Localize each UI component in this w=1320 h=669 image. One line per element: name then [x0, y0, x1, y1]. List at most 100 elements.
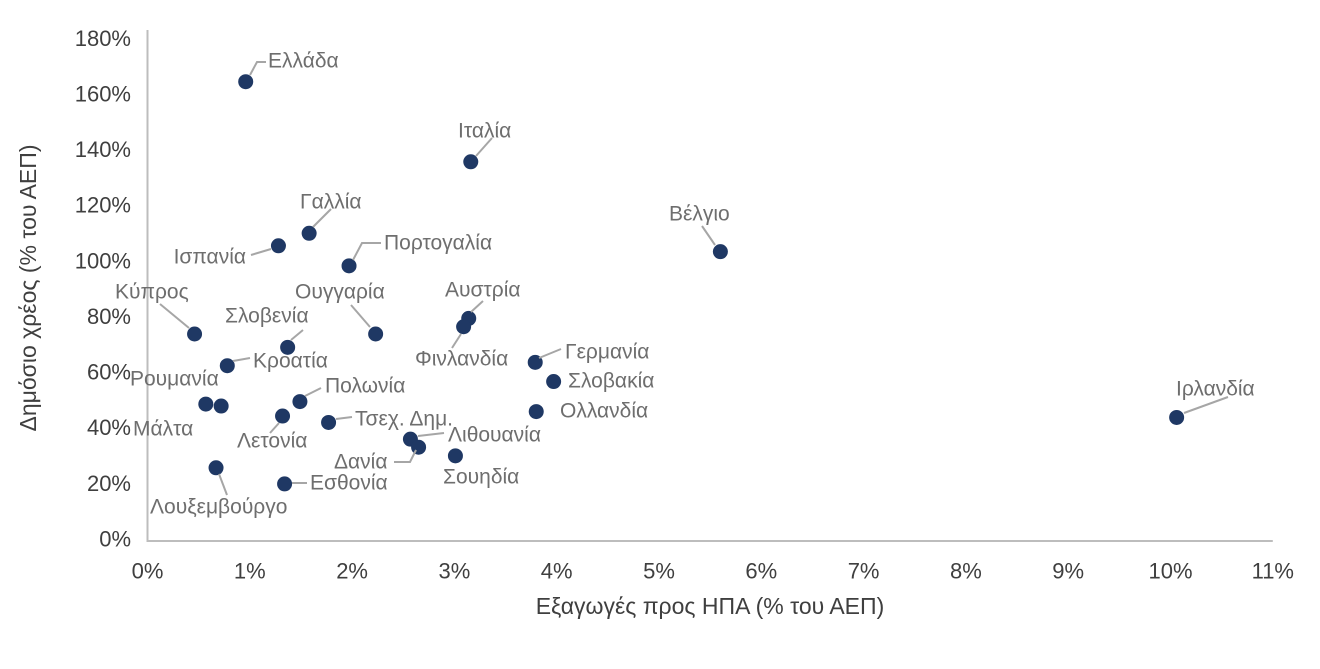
x-tick-label: 5% [643, 559, 675, 584]
x-tick-label: 4% [541, 559, 573, 584]
y-tick-label: 160% [75, 81, 131, 106]
x-tick-label: 2% [336, 559, 368, 584]
scatter-point [277, 476, 293, 492]
scatter-point [463, 154, 479, 170]
leader-line [352, 242, 381, 261]
leader-line [470, 300, 484, 313]
x-axis-title: Εξαγωγές προς ΗΠΑ (% του ΑΕΠ) [536, 593, 885, 619]
scatter-point [447, 448, 463, 464]
point-label: Φινλανδία [415, 348, 508, 371]
point-label: Σλοβενία [225, 305, 309, 328]
x-tick-label: 6% [745, 559, 777, 584]
y-tick-label: 80% [87, 304, 131, 329]
leader-line [538, 348, 562, 359]
scatter-point [546, 374, 562, 390]
scatter-point [712, 244, 728, 260]
y-tick-label: 40% [87, 415, 131, 440]
point-label: Γαλλία [300, 191, 362, 214]
leader-line [159, 303, 190, 329]
point-labels: Ελλάδα Ιταλία Γαλλία Ισπανία Πορτογαλία Βέλγι… [115, 50, 1255, 519]
leader-line [312, 208, 332, 228]
y-tick-label: 180% [75, 26, 131, 51]
point-label: Αυστρία [445, 279, 521, 302]
point-label: Λετονία [237, 430, 307, 453]
point-label: Βέλγιο [669, 203, 730, 226]
scatter-point [187, 326, 203, 342]
scatter-point [198, 396, 214, 412]
x-tick-label: 11% [1252, 559, 1294, 584]
scatter-point [301, 225, 317, 241]
leader-line [290, 329, 304, 341]
point-label: Λουξεμβούργο [150, 496, 287, 519]
point-label: Σουηδία [443, 466, 519, 489]
scatter-point [411, 439, 427, 455]
point-label: Μάλτα [133, 418, 193, 441]
leader-line [394, 449, 417, 463]
leader-line [232, 357, 251, 362]
axis-line [146, 30, 1273, 542]
leader-line [475, 137, 493, 157]
x-tick-label: 7% [848, 559, 880, 584]
point-label: Ισπανία [174, 246, 246, 269]
scatter-point [270, 238, 286, 254]
x-tick-label: 9% [1052, 559, 1084, 584]
scatter-point [456, 319, 472, 335]
tick-labels: 0% 1% 2% 3% 4% 5% 6% 7% 8% 9% 10% 11% 0% 20% 40% 60% 80%… [75, 26, 1294, 584]
point-label: Δανία [334, 451, 387, 474]
axes [146, 30, 1273, 542]
x-tick-label: 0% [132, 559, 164, 584]
x-tick-label: 10% [1148, 559, 1192, 584]
leader-line [335, 416, 353, 420]
point-label: Πορτογαλία [384, 232, 492, 255]
x-tick-label: 1% [234, 559, 266, 584]
leader-line [249, 61, 266, 76]
leader-line [218, 473, 228, 496]
point-label: Ελλάδα [268, 50, 339, 73]
point-label: Ρουμανία [130, 368, 219, 391]
leader-line [250, 248, 272, 256]
y-tick-label: 140% [75, 137, 131, 162]
scatter-point [213, 398, 229, 414]
y-tick-label: 20% [87, 471, 131, 496]
x-tick-label: 8% [950, 559, 982, 584]
point-label: Ιταλία [458, 120, 511, 143]
point-label: Τσεχ. Δημ. [355, 408, 453, 431]
y-axis-title: Δημόσιο χρέος (% του ΑΕΠ) [15, 144, 41, 431]
y-tick-label: 0% [99, 527, 131, 552]
scatter-point [238, 74, 254, 90]
y-tick-label: 120% [75, 193, 131, 218]
scatter-point [275, 408, 291, 424]
point-label: Γερμανία [565, 341, 649, 364]
leader-line [269, 422, 280, 434]
leader-line [304, 387, 322, 397]
leader-line [1183, 396, 1229, 414]
leader-lines [159, 61, 1229, 496]
leader-line [417, 432, 445, 437]
point-label: Λιθουανία [448, 424, 541, 447]
scatter-point [1169, 409, 1185, 425]
scatter-point [292, 394, 308, 410]
point-label: Εσθονία [310, 472, 388, 495]
leader-line [701, 225, 716, 246]
scatter-point [341, 258, 357, 274]
scatter-point [321, 414, 337, 430]
scatter-point [219, 358, 235, 374]
point-label: Ουγγαρία [295, 281, 385, 304]
y-tick-label: 60% [87, 360, 131, 385]
point-label: Κύπρος [115, 281, 189, 304]
point-label: Ολλανδία [560, 400, 648, 423]
point-label: Σλοβακία [568, 370, 654, 393]
scatter-point [527, 354, 543, 370]
x-tick-label: 3% [439, 559, 471, 584]
scatter-point [280, 339, 296, 355]
point-label: Ιρλανδία [1176, 378, 1255, 401]
leader-line [451, 333, 462, 349]
scatter-point [208, 460, 224, 476]
scatter-point [368, 326, 384, 342]
point-label: Κροατία [253, 350, 328, 373]
leader-line [350, 304, 371, 328]
scatter-point [528, 404, 544, 420]
y-tick-label: 100% [75, 248, 131, 273]
